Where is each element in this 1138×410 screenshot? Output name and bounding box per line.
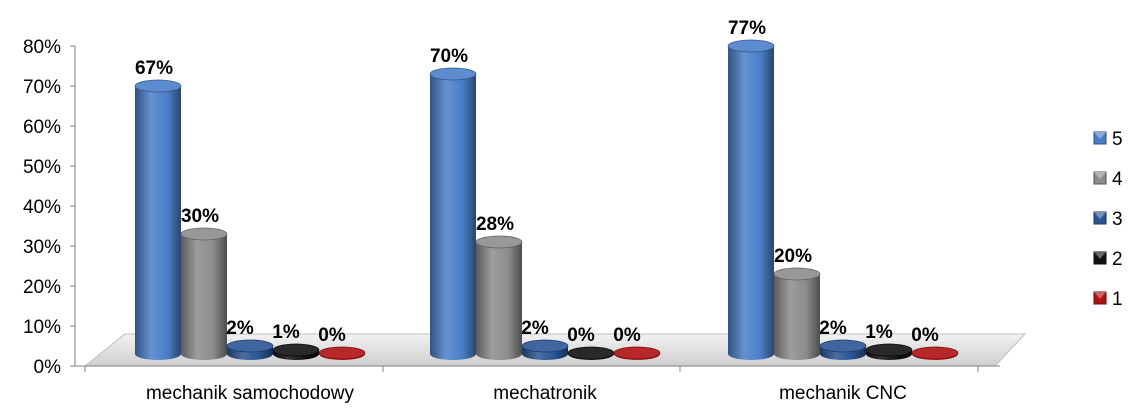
data-label: 2%	[819, 318, 847, 339]
bar-top	[226, 339, 274, 353]
x-tick-label: mechanik samochodowy	[146, 383, 355, 404]
legend-item: 2	[1093, 249, 1123, 270]
legend-item: 3	[1093, 209, 1123, 230]
legend-item: 4	[1093, 169, 1123, 190]
x-tick-label: mechatronik	[493, 383, 597, 404]
bar	[318, 346, 366, 360]
legend-item: 1	[1093, 289, 1123, 310]
legend-swatch-highlight	[1094, 212, 1106, 219]
bar-top	[819, 339, 867, 353]
bar-top	[865, 343, 913, 357]
bar-body	[476, 242, 522, 360]
bar-top	[475, 235, 523, 249]
bar-top	[773, 267, 821, 281]
bar	[727, 39, 775, 360]
data-label: 0%	[318, 325, 346, 346]
y-tick-label: 0%	[34, 357, 62, 378]
bar-top	[521, 339, 569, 353]
bar-body	[135, 86, 181, 360]
y-tick-label: 40%	[23, 197, 61, 218]
x-tick-label: mechanik CNC	[779, 383, 907, 404]
data-label: 1%	[272, 322, 300, 343]
bar	[773, 267, 821, 360]
legend-label: 5	[1112, 129, 1123, 150]
data-label: 2%	[226, 318, 254, 339]
data-label: 0%	[911, 325, 939, 346]
bar-top	[318, 346, 366, 360]
bar-top	[272, 343, 320, 357]
data-label: 2%	[521, 318, 549, 339]
bar	[819, 339, 867, 360]
data-labels: 67% 70% 77% 30% 28% 20% 2% 2% 2% 1% 0% 1% 0% 0% 0%	[135, 18, 939, 346]
bar	[134, 79, 182, 360]
bar-top	[134, 79, 182, 93]
bar-top	[567, 346, 615, 360]
data-label: 28%	[476, 214, 514, 235]
bar	[865, 343, 913, 360]
bar	[429, 67, 477, 360]
bar-top	[180, 227, 228, 241]
legend-label: 3	[1112, 209, 1123, 230]
legend-swatch-highlight	[1094, 292, 1106, 299]
y-tick-label: 80%	[23, 37, 61, 58]
chart-bars	[134, 39, 959, 360]
chart-axes: 0% 10% 20% 30% 40% 50% 60% 70% 80% mechanik samoc…	[23, 37, 1000, 404]
data-label: 1%	[865, 322, 893, 343]
data-label: 67%	[135, 58, 173, 79]
y-tick-label: 30%	[23, 237, 61, 258]
bar-body	[181, 234, 227, 360]
chart-legend: 5 4 3 2 1	[1093, 129, 1123, 310]
data-label: 20%	[774, 246, 812, 267]
data-label: 30%	[181, 206, 219, 227]
bar	[521, 339, 569, 360]
bar-body	[430, 74, 476, 360]
legend-label: 4	[1112, 169, 1123, 190]
bar	[272, 343, 320, 360]
data-label: 77%	[728, 18, 766, 39]
y-tick-label: 10%	[23, 317, 61, 338]
bar	[180, 227, 228, 360]
bar	[226, 339, 274, 360]
data-label: 0%	[567, 325, 595, 346]
y-tick-label: 20%	[23, 277, 61, 298]
y-tick-label: 60%	[23, 117, 61, 138]
bar-body	[728, 46, 774, 360]
legend-label: 1	[1112, 289, 1123, 310]
bar	[911, 346, 959, 360]
legend-swatch-highlight	[1094, 132, 1106, 139]
y-tick-label: 50%	[23, 157, 61, 178]
legend-label: 2	[1112, 249, 1123, 270]
bar-top	[727, 39, 775, 53]
bar	[567, 346, 615, 360]
data-label: 0%	[613, 325, 641, 346]
bar-top	[911, 346, 959, 360]
bar	[475, 235, 523, 360]
bar-body	[774, 274, 820, 360]
bar	[613, 346, 661, 360]
bar-top	[613, 346, 661, 360]
legend-swatch-highlight	[1094, 172, 1106, 179]
legend-swatch-highlight	[1094, 252, 1106, 259]
data-label: 70%	[430, 46, 468, 67]
y-tick-label: 70%	[23, 77, 61, 98]
legend-item: 5	[1093, 129, 1123, 150]
bar-top	[429, 67, 477, 81]
